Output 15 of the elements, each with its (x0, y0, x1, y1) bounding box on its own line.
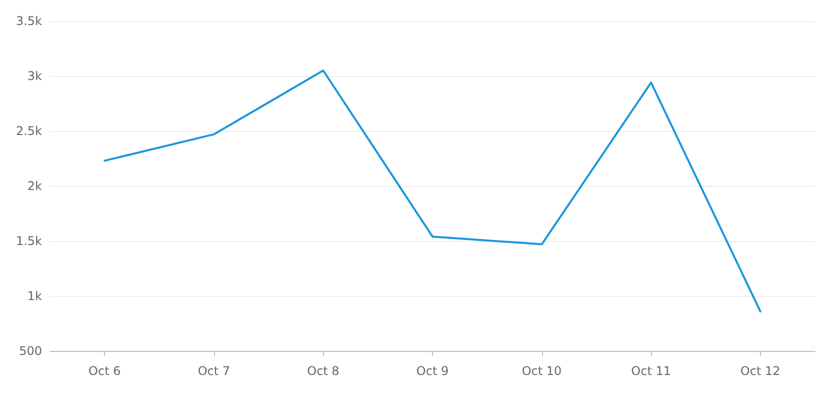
y-tick-label: 3.5k (16, 14, 42, 28)
y-tick-label: 1k (27, 289, 42, 303)
x-tick-label: Oct 7 (198, 364, 230, 378)
y-tick-label: 500 (19, 344, 42, 358)
y-tick-label: 1.5k (16, 234, 42, 248)
line-series (104, 70, 762, 312)
x-tick-label: Oct 11 (631, 364, 671, 378)
x-tick-label: Oct 9 (416, 364, 449, 378)
x-tick-label: Oct 6 (88, 364, 121, 378)
x-tick-label: Oct 12 (740, 364, 780, 378)
y-tick-label: 3k (27, 69, 42, 83)
y-tick-label: 2.5k (16, 124, 42, 138)
x-tick-label: Oct 10 (522, 364, 562, 378)
x-tick-label: Oct 8 (307, 364, 340, 378)
y-tick-label: 2k (27, 179, 42, 193)
